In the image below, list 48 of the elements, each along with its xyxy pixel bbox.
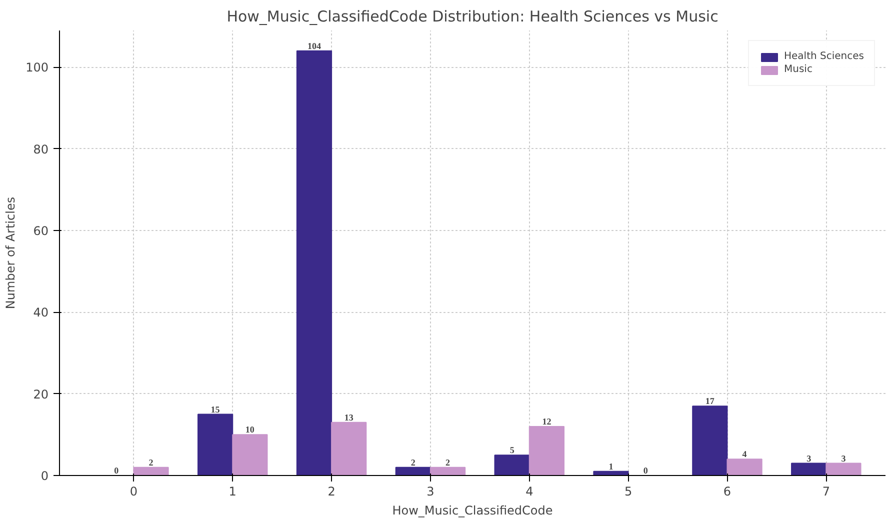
data-label: 104: [307, 40, 322, 51]
y-tick-label: 100: [26, 60, 48, 75]
x-tick-label: 0: [130, 484, 138, 498]
data-label: 0: [114, 466, 120, 476]
data-label: 17: [705, 396, 715, 406]
chart-title: How_Music_ClassifiedCode Distribution: Health Sciences vs Music: [226, 8, 718, 26]
bar: [331, 422, 367, 476]
x-tick-label: 6: [723, 484, 732, 498]
x-tick-label: 4: [526, 484, 534, 498]
bar: [692, 406, 728, 476]
data-label: 3: [806, 453, 812, 464]
x-tick-label: 3: [426, 484, 434, 498]
data-label: 10: [245, 424, 255, 435]
x-axis-title: How_Music_ClassifiedCode: [392, 504, 553, 518]
x-tick-label: 5: [624, 484, 632, 498]
bar: [726, 458, 762, 476]
x-tick-label: 1: [228, 484, 236, 498]
data-label: 2: [410, 457, 416, 468]
data-label: 3: [841, 453, 846, 464]
data-label: 2: [446, 457, 451, 468]
y-tick-label: 20: [33, 387, 49, 402]
y-tick-label: 60: [33, 224, 49, 238]
data-label: 13: [344, 412, 354, 422]
data-label: 12: [542, 416, 552, 427]
y-tick-label: 40: [33, 306, 49, 320]
bar: [232, 434, 268, 476]
data-label: 0: [643, 466, 648, 476]
legend-label: Health Sciences: [784, 51, 864, 62]
data-label: 4: [742, 449, 748, 460]
bar: [791, 462, 827, 476]
bar: [133, 466, 169, 476]
x-tick-label: 7: [822, 484, 830, 498]
data-label: 1: [608, 461, 614, 472]
y-tick-label: 0: [40, 469, 49, 483]
x-tick-label: 2: [328, 484, 336, 498]
data-label: 2: [148, 457, 154, 468]
bar: [826, 462, 862, 476]
y-axis-title: Number of Articles: [4, 196, 18, 310]
bar: [197, 414, 234, 476]
bar: [430, 466, 466, 476]
data-label: 5: [510, 445, 515, 456]
bar: [296, 50, 332, 476]
bar: [494, 454, 530, 476]
legend-label: Music: [784, 64, 812, 75]
bar: [395, 466, 431, 476]
bar: [528, 426, 565, 476]
data-label: 15: [210, 404, 220, 414]
y-tick-label: 80: [33, 142, 49, 156]
